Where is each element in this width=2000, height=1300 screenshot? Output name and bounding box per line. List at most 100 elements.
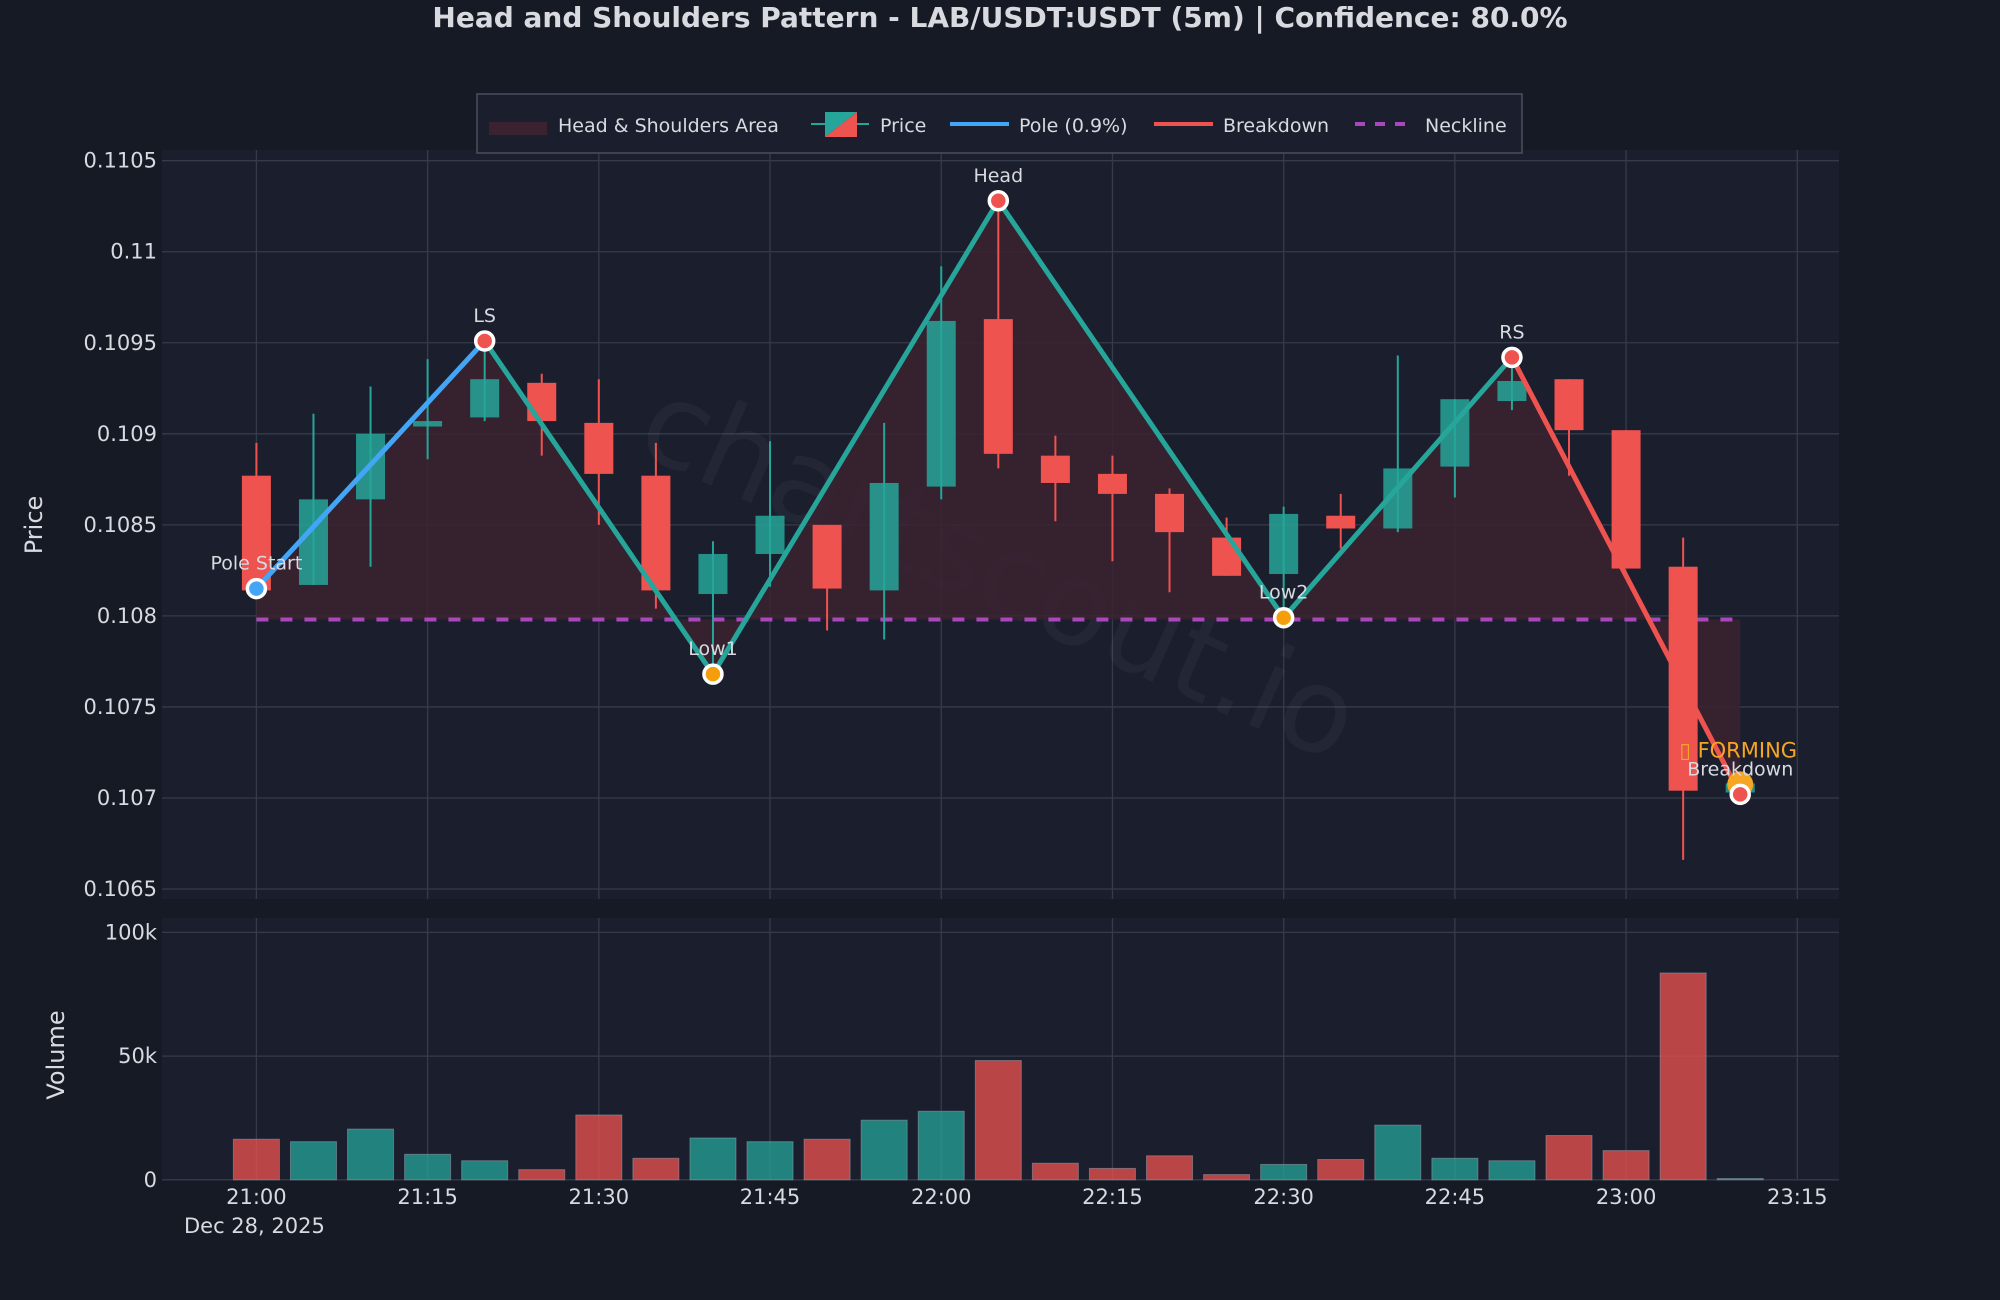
- volume-bar: [1088, 1167, 1136, 1181]
- x-tick-label: 21:45: [740, 1185, 801, 1209]
- volume-axis-label: Volume: [42, 1010, 70, 1099]
- price-tick-label: 0.11: [110, 240, 157, 264]
- pattern-point-label: Head: [973, 165, 1023, 187]
- volume-bar: [1203, 1174, 1251, 1181]
- volume-bar: [746, 1141, 794, 1181]
- chart-title: Head and Shoulders Pattern - LAB/USDT:US…: [432, 1, 1567, 34]
- pattern-point-ls: [473, 330, 496, 352]
- candle-up: [470, 379, 500, 418]
- volume-bar: [232, 1138, 280, 1181]
- volume-bar: [803, 1138, 851, 1181]
- candle-down: [812, 524, 842, 589]
- x-date-label: Dec 28, 2025: [184, 1214, 325, 1238]
- candle-up: [869, 482, 899, 591]
- volume-bar: [917, 1110, 965, 1181]
- volume-bar: [1716, 1178, 1764, 1181]
- volume-tick-label: 0: [144, 1168, 157, 1192]
- volume-bar: [1031, 1162, 1079, 1181]
- volume-bar: [1602, 1150, 1650, 1181]
- volume-bar: [974, 1060, 1022, 1181]
- breakdown-line: [1509, 354, 1743, 797]
- pattern-point-head: [987, 190, 1010, 212]
- pattern-point-label: Low1: [688, 638, 738, 660]
- pattern-line: [482, 338, 716, 677]
- candle-down: [1040, 455, 1070, 483]
- pattern-point-rs: [1501, 346, 1523, 369]
- pattern-line: [710, 198, 1001, 677]
- volume-bars: [232, 972, 1764, 1181]
- volume-bar: [1431, 1157, 1479, 1181]
- volume-bar: [1659, 972, 1707, 1181]
- price-axis-label: Price: [20, 496, 48, 555]
- volume-bar: [1545, 1135, 1593, 1181]
- candle-down: [241, 475, 271, 591]
- candle-down: [1097, 473, 1127, 494]
- legend-label-area: Head & Shoulders Area: [558, 115, 779, 137]
- pattern-point-label: RS: [1499, 321, 1524, 343]
- pattern-point-label: Breakdown: [1687, 758, 1793, 780]
- price-tick-label: 0.108: [97, 604, 157, 628]
- volume-bar: [632, 1157, 680, 1181]
- volume-bar: [689, 1137, 737, 1181]
- volume-bar: [461, 1160, 509, 1181]
- volume-bar: [404, 1153, 452, 1181]
- pattern-line: [995, 198, 1287, 621]
- candle-down: [983, 319, 1013, 454]
- legend-label-neckline: Neckline: [1425, 115, 1507, 137]
- candle-down: [1554, 379, 1584, 431]
- candle-down: [1212, 537, 1242, 576]
- price-tick-label: 0.1095: [84, 331, 157, 355]
- candles: [241, 200, 1755, 860]
- volume-bar: [1374, 1124, 1422, 1181]
- legend-label-pole: Pole (0.9%): [1019, 115, 1128, 137]
- volume-bar: [347, 1128, 395, 1181]
- price-tick-label: 0.1105: [84, 149, 157, 173]
- candle-up: [413, 421, 443, 427]
- x-tick-label: 21:00: [226, 1185, 287, 1209]
- candle-up: [1269, 513, 1299, 575]
- pattern-point-label: LS: [473, 305, 496, 327]
- x-tick-label: 23:00: [1596, 1185, 1657, 1209]
- pattern-point-label: Low2: [1259, 582, 1309, 604]
- volume-bar: [1317, 1159, 1365, 1181]
- legend-area-swatch: [489, 122, 547, 135]
- volume-bar: [860, 1119, 908, 1181]
- candle-down: [584, 422, 614, 474]
- x-tick-label: 22:15: [1082, 1185, 1143, 1209]
- volume-bar: [1260, 1163, 1308, 1181]
- pattern-point-low1: [702, 663, 724, 685]
- x-tick-label: 23:15: [1767, 1185, 1828, 1209]
- x-tick-label: 22:30: [1253, 1185, 1314, 1209]
- pole-line: [253, 338, 488, 592]
- x-tick-label: 22:45: [1425, 1185, 1486, 1209]
- pattern-point-low2: [1272, 606, 1295, 629]
- x-tick-label: 22:00: [911, 1185, 972, 1209]
- candle-down: [527, 382, 557, 422]
- price-tick-label: 0.1075: [84, 695, 157, 719]
- pattern-point-pole-start: [245, 577, 268, 600]
- volume-bar: [518, 1169, 566, 1181]
- candle-up: [698, 553, 728, 595]
- x-tick-label: 21:15: [397, 1185, 458, 1209]
- legend-label-breakdown: Breakdown: [1223, 115, 1329, 137]
- axes: 0.1065 0.107 0.1075 0.108 0.1085 0.109 0.1095 0…: [84, 149, 1828, 1209]
- x-tick-label: 21:30: [569, 1185, 630, 1209]
- candle-up: [926, 320, 956, 487]
- price-tick-label: 0.109: [97, 422, 157, 446]
- pattern-area: [256, 200, 1741, 795]
- legend-label-price: Price: [880, 115, 926, 137]
- head-shoulders-area: [256, 200, 1741, 795]
- pattern-point-label: Pole Start: [210, 553, 302, 575]
- pattern-line: [1281, 354, 1515, 621]
- legend-candle-icon: [811, 112, 869, 137]
- candle-down: [1155, 493, 1185, 533]
- candle-down: [1326, 515, 1356, 529]
- volume-tick-label: 100k: [105, 920, 158, 944]
- price-tick-label: 0.1065: [84, 877, 157, 901]
- volume-bar: [1488, 1160, 1536, 1181]
- pattern-points: Pole Start LS Low1 Head Low2 RS Breakdown▯ FOR…: [210, 165, 1797, 806]
- volume-bar: [289, 1141, 337, 1181]
- candle-up: [1497, 381, 1527, 402]
- volume-bar: [1146, 1155, 1194, 1181]
- candle-down: [1611, 430, 1641, 569]
